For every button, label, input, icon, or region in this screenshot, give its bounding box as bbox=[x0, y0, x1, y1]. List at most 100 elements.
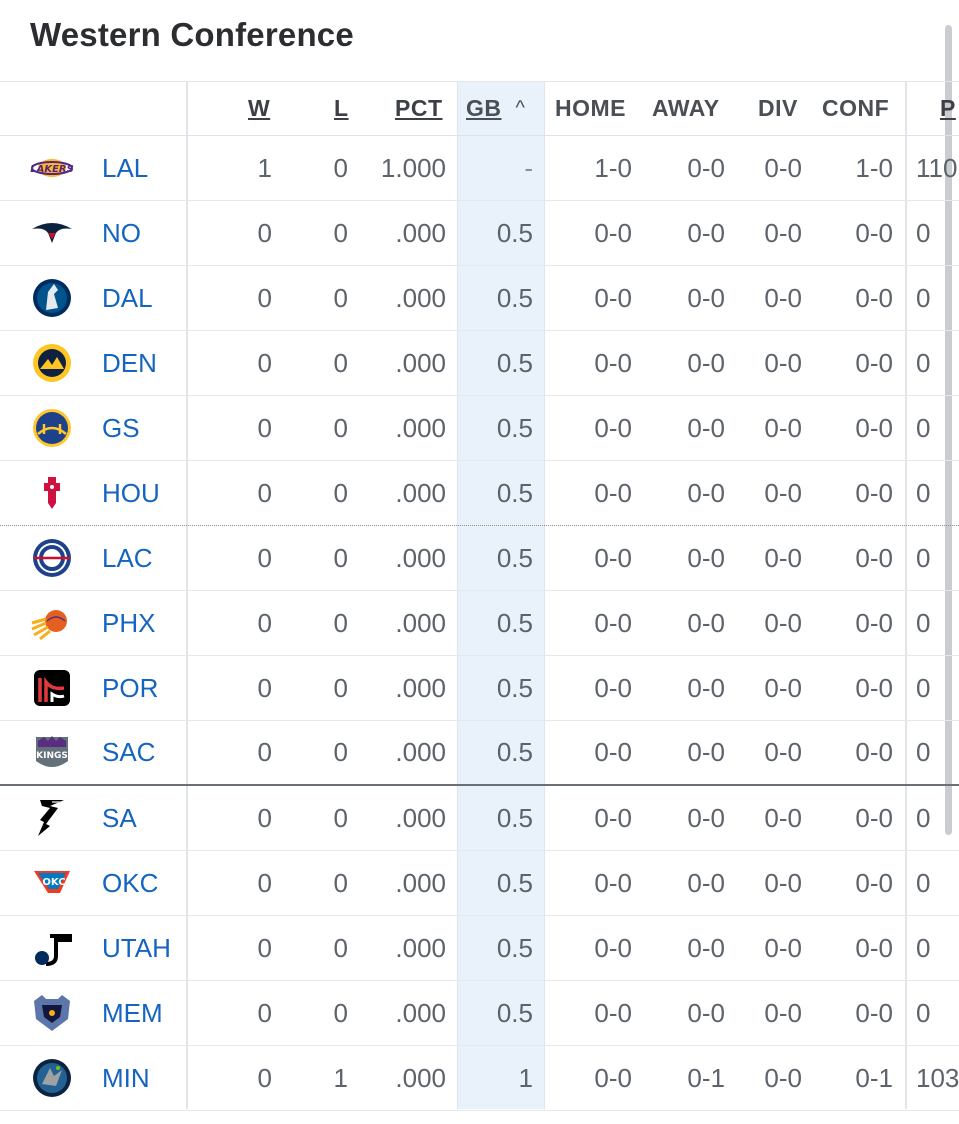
home-cell: 0-0 bbox=[594, 282, 632, 313]
conf-cell: 0-0 bbox=[855, 672, 893, 703]
nuggets-logo-icon[interactable] bbox=[30, 343, 74, 383]
team-link-min[interactable]: MIN bbox=[102, 1062, 150, 1093]
suns-logo-icon[interactable] bbox=[30, 603, 74, 643]
w-cell: 0 bbox=[257, 932, 272, 963]
vertical-scrollbar[interactable] bbox=[945, 25, 952, 835]
thunder-logo-icon[interactable]: OKC bbox=[30, 863, 74, 903]
away-cell: 0-0 bbox=[687, 282, 725, 313]
gb-cell: - bbox=[524, 152, 533, 183]
pf-cell: 0 bbox=[916, 607, 931, 638]
div-cell: 0-0 bbox=[764, 152, 802, 183]
team-row-dal: DAL 0 0 .000 0.5 0-0 0-0 0-0 0-0 0 bbox=[0, 266, 959, 331]
pf-cell: 0 bbox=[916, 997, 931, 1028]
header-away[interactable]: AWAY bbox=[652, 95, 720, 121]
team-link-sa[interactable]: SA bbox=[102, 802, 137, 833]
header-home[interactable]: HOME bbox=[555, 95, 626, 121]
div-cell: 0-0 bbox=[764, 1062, 802, 1093]
header-conf[interactable]: CONF bbox=[822, 95, 890, 121]
l-cell: 0 bbox=[333, 542, 348, 573]
l-cell: 0 bbox=[333, 802, 348, 833]
conf-cell: 0-0 bbox=[855, 932, 893, 963]
team-link-dal[interactable]: DAL bbox=[102, 282, 153, 313]
pct-cell: .000 bbox=[395, 412, 446, 443]
home-cell: 0-0 bbox=[594, 607, 632, 638]
jazz-logo-icon[interactable] bbox=[30, 928, 74, 968]
rockets-logo-icon[interactable] bbox=[30, 473, 74, 513]
header-l[interactable]: L bbox=[334, 95, 349, 121]
w-cell: 0 bbox=[257, 867, 272, 898]
team-link-gs[interactable]: GS bbox=[102, 412, 140, 443]
w-cell: 1 bbox=[257, 152, 272, 183]
pf-cell: 0 bbox=[916, 932, 931, 963]
header-pct[interactable]: PCT bbox=[395, 95, 443, 121]
spurs-logo-icon[interactable] bbox=[30, 798, 74, 838]
gb-cell: 0.5 bbox=[496, 542, 533, 573]
team-link-lal[interactable]: LAL bbox=[102, 152, 149, 183]
away-cell: 0-0 bbox=[687, 347, 725, 378]
grizzlies-logo-icon[interactable] bbox=[30, 993, 74, 1033]
div-cell: 0-0 bbox=[764, 802, 802, 833]
kings-logo-icon[interactable]: KINGS bbox=[30, 733, 74, 773]
team-link-por[interactable]: POR bbox=[102, 672, 159, 703]
team-link-phx[interactable]: PHX bbox=[102, 607, 156, 638]
team-row-sa: SA 0 0 .000 0.5 0-0 0-0 0-0 0-0 0 bbox=[0, 786, 959, 851]
clippers-logo-icon[interactable] bbox=[30, 538, 74, 578]
team-link-hou[interactable]: HOU bbox=[102, 477, 160, 508]
conf-cell: 0-0 bbox=[855, 802, 893, 833]
team-link-lac[interactable]: LAC bbox=[102, 542, 153, 573]
timberwolves-logo-icon[interactable] bbox=[30, 1058, 74, 1098]
pf-cell: 110 bbox=[916, 152, 958, 183]
home-cell: 0-0 bbox=[594, 1062, 632, 1093]
w-cell: 0 bbox=[257, 672, 272, 703]
header-div[interactable]: DIV bbox=[758, 95, 798, 121]
warriors-logo-icon[interactable] bbox=[30, 408, 74, 448]
pct-cell: .000 bbox=[395, 932, 446, 963]
mavericks-logo-icon[interactable] bbox=[30, 278, 74, 318]
lakers-logo-icon[interactable]: LAKERS bbox=[30, 148, 74, 188]
team-link-no[interactable]: NO bbox=[102, 217, 141, 248]
pct-cell: .000 bbox=[395, 737, 446, 767]
pf-cell: 0 bbox=[916, 217, 931, 248]
away-cell: 0-0 bbox=[687, 477, 725, 508]
conf-cell: 0-0 bbox=[855, 217, 893, 248]
header-gb-label: GB bbox=[466, 95, 502, 121]
team-link-sac[interactable]: SAC bbox=[102, 737, 156, 767]
team-row-por: POR 0 0 .000 0.5 0-0 0-0 0-0 0-0 0 bbox=[0, 656, 959, 721]
home-cell: 0-0 bbox=[594, 477, 632, 508]
l-cell: 0 bbox=[333, 347, 348, 378]
conf-cell: 0-0 bbox=[855, 997, 893, 1028]
header-pf[interactable]: P bbox=[940, 95, 956, 121]
div-cell: 0-0 bbox=[764, 477, 802, 508]
team-link-den[interactable]: DEN bbox=[102, 347, 157, 378]
pf-cell: 0 bbox=[916, 867, 931, 898]
away-cell: 0-0 bbox=[687, 672, 725, 703]
header-w[interactable]: W bbox=[248, 95, 271, 121]
home-cell: 0-0 bbox=[594, 997, 632, 1028]
svg-text:OKC: OKC bbox=[42, 877, 65, 888]
l-cell: 0 bbox=[333, 997, 348, 1028]
home-cell: 0-0 bbox=[594, 217, 632, 248]
team-link-mem[interactable]: MEM bbox=[102, 997, 163, 1028]
team-link-utah[interactable]: UTAH bbox=[102, 932, 171, 963]
pf-cell: 0 bbox=[916, 737, 931, 767]
team-link-okc[interactable]: OKC bbox=[102, 867, 159, 898]
conf-cell: 0-1 bbox=[855, 1062, 893, 1093]
pct-cell: .000 bbox=[395, 607, 446, 638]
w-cell: 0 bbox=[257, 737, 272, 767]
away-cell: 0-1 bbox=[687, 1062, 725, 1093]
w-cell: 0 bbox=[257, 1062, 272, 1093]
div-cell: 0-0 bbox=[764, 412, 802, 443]
pct-cell: .000 bbox=[395, 477, 446, 508]
trail-blazers-logo-icon[interactable] bbox=[30, 668, 74, 708]
away-cell: 0-0 bbox=[687, 932, 725, 963]
pf-column-divider bbox=[905, 81, 907, 1109]
conf-cell: 0-0 bbox=[855, 607, 893, 638]
div-cell: 0-0 bbox=[764, 607, 802, 638]
div-cell: 0-0 bbox=[764, 347, 802, 378]
pf-cell: 0 bbox=[916, 282, 931, 313]
div-cell: 0-0 bbox=[764, 542, 802, 573]
l-cell: 0 bbox=[333, 282, 348, 313]
pelicans-logo-icon[interactable] bbox=[30, 213, 74, 253]
sort-ascending-icon: ^ bbox=[515, 97, 526, 119]
header-gb[interactable]: GB ^ bbox=[466, 82, 525, 135]
